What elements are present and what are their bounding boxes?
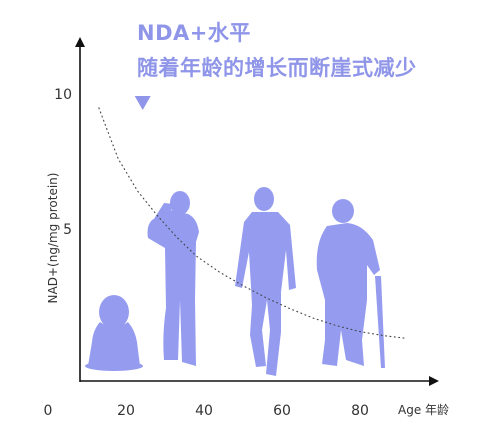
chart-title-line-1: NDA+水平 — [137, 21, 251, 45]
child-icon — [85, 295, 143, 371]
adult-man-icon — [235, 187, 296, 376]
x-tick-label: 60 — [273, 403, 291, 419]
x-tick-label: 40 — [195, 403, 213, 419]
elderly-man-icon — [316, 199, 385, 368]
x-tick-label: 20 — [117, 403, 135, 419]
young-man-icon — [147, 191, 199, 366]
y-tick-label: 5 — [63, 222, 72, 238]
x-tick-label: 80 — [351, 403, 369, 419]
nad-decline-curve — [98, 107, 407, 339]
down-triangle-marker — [134, 96, 151, 110]
x-axis-label: Age 年龄 — [398, 403, 449, 417]
x-tick-label: 0 — [44, 403, 53, 419]
chart-title-line-2: 随着年龄的增长而断崖式减少 — [137, 56, 417, 80]
figures-layer — [85, 187, 385, 376]
y-tick-label: 10 — [54, 87, 72, 103]
y-axis-label: NAD+(ng/mg protein) — [46, 173, 60, 304]
y-tick-labels: 5 10 — [54, 87, 72, 238]
x-tick-labels: 0 20 40 60 80 — [44, 403, 369, 419]
